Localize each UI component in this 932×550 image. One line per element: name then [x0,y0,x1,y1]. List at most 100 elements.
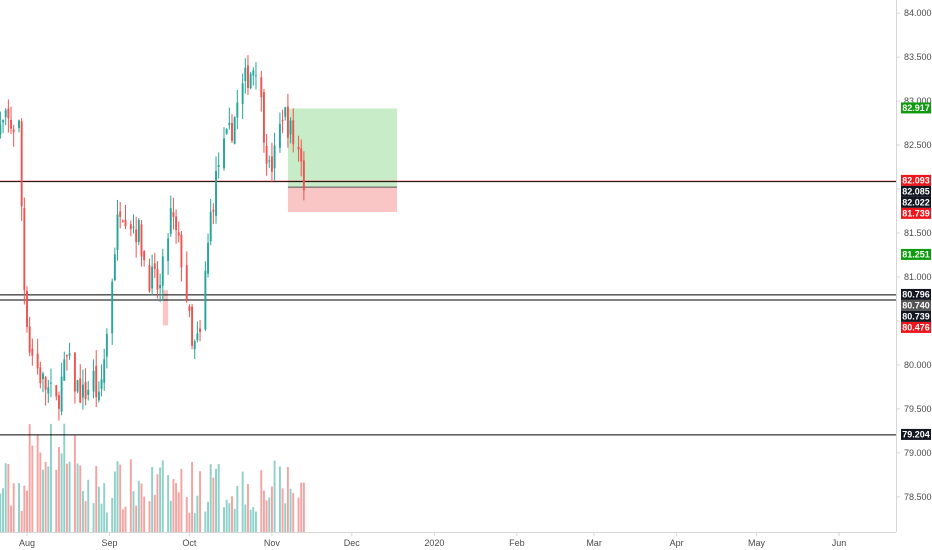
candle-body [289,120,292,135]
candle [116,199,119,261]
candle-body [119,211,122,217]
volume-bar [63,423,66,532]
candle-body [270,156,273,172]
volume-bar [241,471,244,532]
volume-bar [289,488,292,532]
candle-body [31,348,34,356]
volume-bar [270,486,273,532]
volume-bar [4,463,7,532]
volume-bar [137,480,140,532]
candle-body [105,333,108,357]
volume-bar [175,483,178,532]
volume-bar [92,503,95,532]
candles-layer [0,55,305,421]
volume-bar [207,501,209,532]
loss-marker [162,290,169,326]
price-label-bg [901,207,931,219]
volume-bar [223,507,225,532]
price-label: 82.917 [901,102,931,114]
volume-bar [124,506,127,532]
candle [278,112,281,153]
price-label: 82.022 [901,196,931,208]
candle [209,198,212,246]
candle [156,261,159,299]
volume-bar [10,505,12,532]
candle [151,254,154,296]
volume-bar [244,504,247,532]
candle-body [79,378,82,403]
x-tick-label: Feb [509,538,525,548]
volume-bar [18,483,20,532]
y-tick-label: 79.500 [904,404,932,414]
price-label-text: 82.022 [902,197,930,207]
candle [254,62,257,90]
volume-bar [79,465,82,532]
volume-bar [65,463,68,532]
candle-body [63,359,66,381]
horizontal-levels[interactable] [0,180,896,436]
volume-bar [172,479,175,532]
volume-bar [292,492,295,532]
profit-zone[interactable] [287,108,398,188]
candle [42,371,44,393]
candle-body [244,67,247,82]
candle [289,117,292,144]
price-label-bg [901,288,931,300]
candle [204,261,207,332]
candle [20,118,23,221]
candle-body [185,265,188,302]
y-tick-label: 81.000 [904,272,932,282]
volume-bar [199,471,202,532]
candle [207,233,209,278]
volume-bar [12,483,15,532]
position-zones[interactable] [162,108,398,326]
candle-body [153,263,156,269]
candle-body [260,77,263,98]
volume-bar [217,464,220,532]
volume-bar [268,497,271,532]
price-label-bg [901,102,931,114]
candle [241,73,244,120]
volume-bar [297,497,300,532]
volume-bar [55,469,58,532]
candle-body [137,219,140,243]
candle-body [247,65,249,89]
volume-bar [233,508,236,532]
candle [23,197,26,305]
candle [50,368,52,398]
candle-body [18,120,20,128]
volume-bar [84,501,87,532]
volume-bar [119,464,122,532]
candle [18,119,20,133]
candle-body [252,70,255,76]
candle [167,233,170,275]
x-tick-label: 2020 [424,538,444,548]
candle-body [50,382,52,384]
volume-layer [0,423,305,532]
candle-body [231,123,233,141]
candle-body [191,306,194,346]
volume-bar [129,459,132,532]
candle [180,230,183,282]
candle-body [4,110,7,117]
volume-bar [36,435,39,532]
price-label-bg [901,428,931,440]
candle-body [7,108,10,119]
candle [2,119,4,134]
candle [292,108,295,153]
volume-bar [76,463,79,532]
volume-bar [68,461,71,532]
price-label-text: 79.204 [902,429,930,439]
candle [97,381,100,403]
volume-bar [193,513,196,532]
candle [233,116,236,145]
loss-zone[interactable] [287,187,398,213]
candle [26,286,28,333]
candle-body [84,382,87,400]
candle-body [116,214,119,250]
volume-bar [153,494,156,532]
x-tick-label: Aug [19,538,35,548]
candle-body [273,145,276,169]
candle-body [284,107,287,117]
